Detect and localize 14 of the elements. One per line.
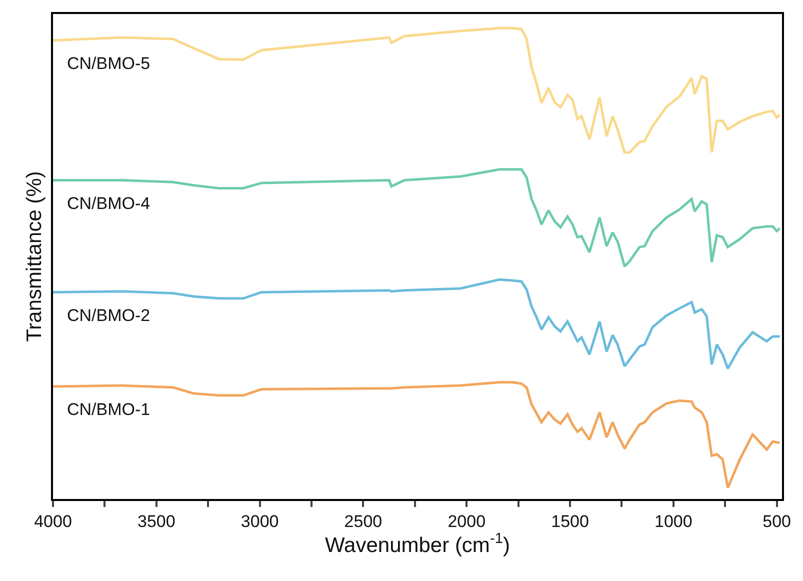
x-tick-label: 3500 bbox=[137, 512, 176, 532]
series-label: CN/BMO-1 bbox=[67, 400, 150, 419]
x-tick-label: 3000 bbox=[240, 512, 279, 532]
x-tick-label: 1000 bbox=[654, 512, 692, 532]
x-tick-label: 2000 bbox=[448, 512, 486, 532]
y-axis-title: Transmittance (%) bbox=[22, 171, 46, 342]
series-label: CN/BMO-2 bbox=[67, 306, 150, 325]
x-tick-label: 500 bbox=[762, 512, 792, 532]
x-axis-title: Wavenumber (cm$^{-1}$) bbox=[325, 531, 510, 557]
x-tick-label: 2500 bbox=[344, 512, 382, 532]
series-label: CN/BMO-4 bbox=[67, 194, 150, 213]
series-label: CN/BMO-5 bbox=[67, 54, 150, 73]
x-tick-label: 1500 bbox=[551, 512, 589, 532]
x-tick-label: 4000 bbox=[34, 512, 72, 532]
